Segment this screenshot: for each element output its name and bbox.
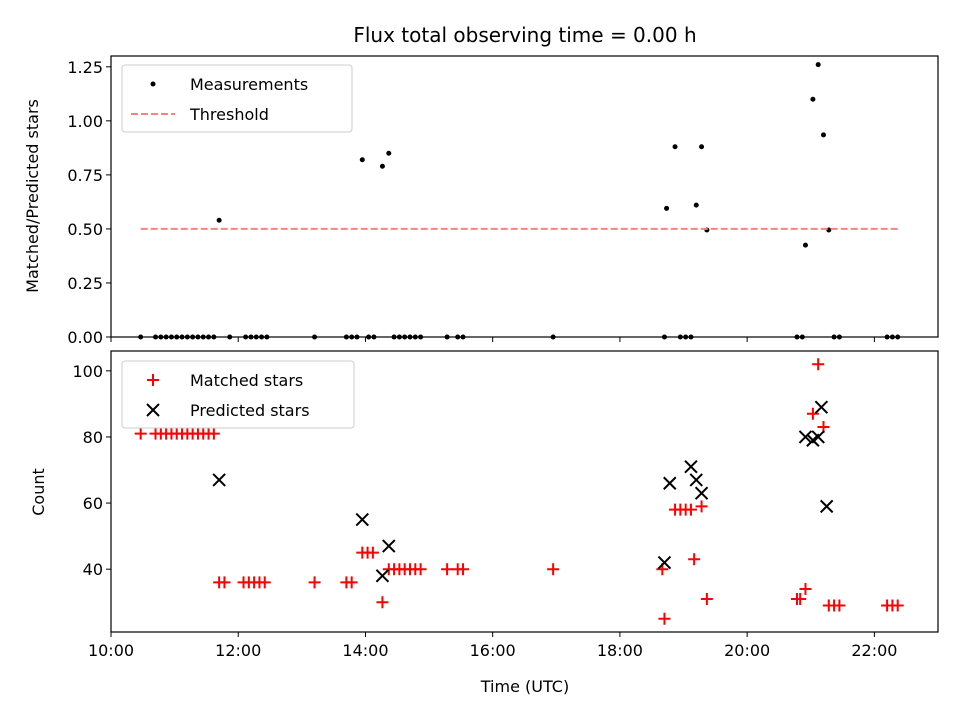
- predicted-star-point: [814, 400, 829, 414]
- matched-star-point: [345, 576, 358, 589]
- measurement-point: [699, 144, 705, 150]
- predicted-star-point: [684, 459, 698, 474]
- bottom-y-tick-label: 80: [83, 428, 103, 447]
- x-tick-label: 22:00: [851, 641, 897, 660]
- legend-matched-label: Matched stars: [190, 371, 303, 390]
- bottom-axis-ticks: 40 60 80 100 10:00 12:00 14:00 16:00 18:00 20:00 2…: [72, 362, 897, 660]
- measurement-point: [820, 132, 826, 138]
- top-legend: Measurements Threshold: [121, 64, 353, 133]
- legend-predicted-label: Predicted stars: [190, 401, 310, 420]
- matched-star-point: [833, 599, 846, 612]
- x-tick-label: 20:00: [724, 641, 770, 660]
- matched-star-point: [891, 599, 904, 612]
- bottom-y-tick-label: 100: [72, 362, 103, 381]
- predicted-star-point: [689, 473, 703, 487]
- bottom-axes-frame: [110, 350, 939, 633]
- predicted-star-point: [663, 476, 677, 490]
- matched-star-point: [414, 563, 427, 576]
- top-y-tick-label: 0.50: [67, 220, 103, 239]
- matched-star-point: [684, 503, 697, 516]
- predicted-star-point: [694, 486, 709, 500]
- matched-star-point: [794, 592, 807, 605]
- x-axis-label: Time (UTC): [480, 677, 569, 696]
- matched-star-point: [308, 576, 321, 589]
- matched-star-point: [218, 576, 231, 589]
- measurement-point: [802, 242, 808, 248]
- bottom-legend-box: [121, 360, 355, 429]
- measurement-point: [693, 202, 699, 208]
- predicted-star-point: [819, 499, 834, 514]
- x-tick-label: 10:00: [88, 641, 134, 660]
- predicted-star-point: [657, 555, 672, 570]
- top-y-tick-label: 1.00: [67, 112, 103, 131]
- chart-title: Flux total observing time = 0.00 h: [353, 23, 696, 47]
- matched-star-point: [812, 358, 825, 371]
- matched-star-point: [258, 576, 271, 589]
- matched-star-point: [658, 612, 671, 625]
- bottom-y-tick-label: 60: [83, 494, 103, 513]
- measurement-point: [664, 205, 670, 211]
- matched-star-point: [547, 563, 560, 576]
- legend-predicted-marker: [146, 403, 160, 417]
- x-tick-label: 18:00: [597, 641, 643, 660]
- matched-star-point: [134, 427, 147, 440]
- matched-star-point: [457, 563, 470, 576]
- legend-matched-marker: [147, 374, 159, 386]
- matched-star-point: [376, 596, 389, 609]
- top-y-tick-label: 0.00: [67, 328, 103, 347]
- x-tick-label: 16:00: [470, 641, 516, 660]
- predicted-star-point: [355, 512, 369, 527]
- bottom-plot-marks: [134, 358, 904, 625]
- matched-star-point: [688, 553, 701, 566]
- top-panel: 0.00 0.25 0.50 0.75 1.00 1.25 Matched/Predict…: [23, 55, 939, 347]
- x-tick-label: 14:00: [342, 641, 388, 660]
- matched-star-point: [695, 500, 708, 513]
- top-y-tick-label: 1.25: [67, 58, 103, 77]
- bottom-legend: Matched stars Predicted stars: [121, 360, 355, 429]
- matched-star-point: [806, 407, 819, 420]
- matched-star-point: [207, 427, 220, 440]
- top-axes-frame: [110, 55, 939, 338]
- top-y-axis-label: Matched/Predicted stars: [23, 99, 42, 293]
- measurement-point: [359, 157, 365, 163]
- top-axis-ticks: 0.00 0.25 0.50 0.75 1.00 1.25: [67, 58, 875, 347]
- legend-measurements-label: Measurements: [190, 75, 308, 94]
- predicted-star-point: [375, 569, 390, 583]
- measurement-point: [216, 217, 222, 223]
- matched-star-point: [799, 583, 812, 596]
- bottom-y-tick-label: 40: [83, 560, 103, 579]
- predicted-star-point: [212, 473, 226, 487]
- predicted-star-point: [811, 430, 825, 444]
- top-y-tick-label: 0.75: [67, 166, 103, 185]
- matched-star-point: [700, 592, 713, 605]
- measurement-point: [379, 163, 385, 169]
- measurement-point: [386, 150, 392, 156]
- measurement-point: [810, 96, 816, 102]
- bottom-y-axis-label: Count: [29, 468, 48, 516]
- bottom-panel: 40 60 80 100 10:00 12:00 14:00 16:00 18:00 20:00 2…: [29, 350, 939, 696]
- matched-star-point: [366, 546, 379, 559]
- legend-threshold-label: Threshold: [189, 105, 269, 124]
- measurement-point: [672, 144, 678, 150]
- predicted-star-point: [798, 430, 813, 444]
- x-tick-label: 12:00: [215, 641, 261, 660]
- predicted-star-point: [382, 539, 396, 553]
- legend-measurements-marker: [150, 81, 156, 87]
- top-y-tick-label: 0.25: [67, 274, 103, 293]
- top-legend-box: [121, 64, 353, 133]
- measurement-point: [815, 62, 821, 68]
- matched-star-point: [441, 563, 454, 576]
